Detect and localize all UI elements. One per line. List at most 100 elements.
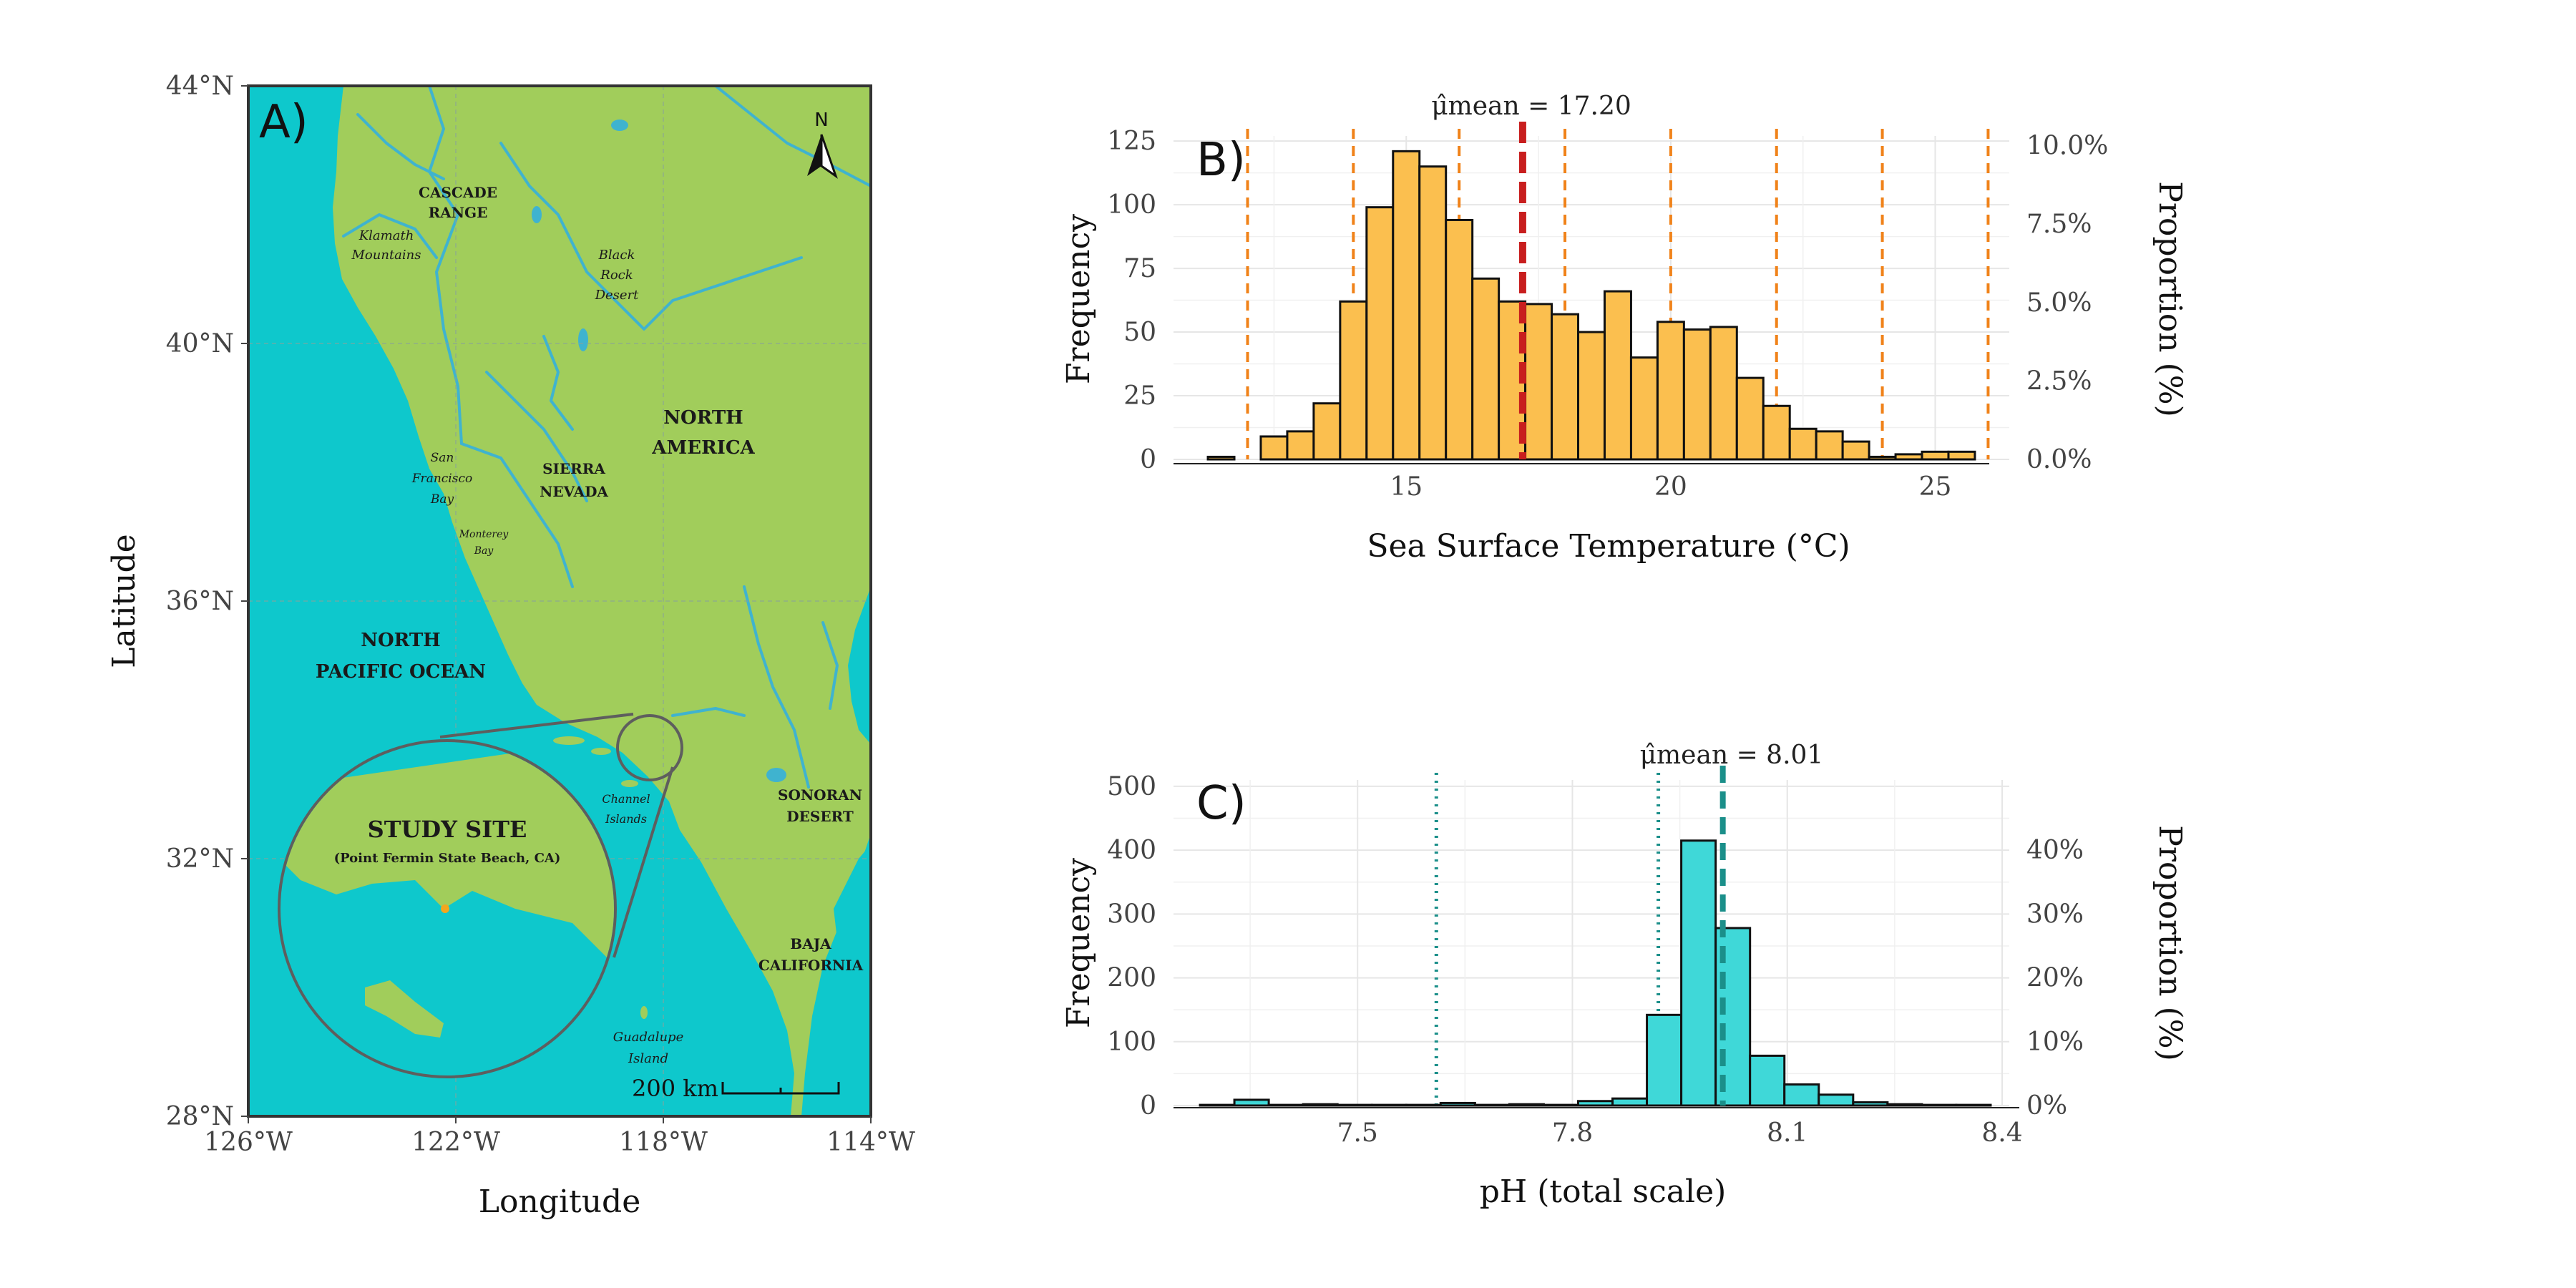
panel-b-right-ticks: 0.0% 2.5% 5.0% 7.5% 10.0% — [2026, 132, 2108, 474]
lake-2 — [532, 206, 542, 223]
c-x-tick: 7.8 — [1552, 1118, 1593, 1148]
c-bar — [1921, 1103, 1958, 1107]
svg-text:200 km: 200 km — [632, 1075, 718, 1102]
map-annotations: CASCADE RANGE Klamath Mountains Black Ro… — [316, 184, 864, 1066]
svg-text:Klamath: Klamath — [358, 228, 414, 243]
c-bar — [1336, 1103, 1373, 1107]
c-bar — [1199, 1103, 1236, 1107]
b-y-tick: 125 — [1107, 127, 1156, 156]
c-bar — [1233, 1098, 1270, 1107]
svg-text:(Point Fermin State Beach, CA): (Point Fermin State Beach, CA) — [334, 851, 561, 866]
c-x-tick: 8.1 — [1767, 1118, 1807, 1148]
b-bar — [1392, 150, 1421, 461]
panel-c-label: C) — [1196, 777, 1246, 830]
c-bar — [1405, 1103, 1442, 1107]
b-bar — [1656, 321, 1685, 461]
panel-c-right-ticks: 0% 10% 20% 30% 40% — [2026, 836, 2084, 1121]
svg-text:CASCADE: CASCADE — [419, 184, 497, 201]
c-right-tick: 20% — [2026, 964, 2084, 993]
b-bar — [1841, 440, 1870, 461]
c-bar — [1576, 1100, 1614, 1107]
c-y-tick: 0 — [1140, 1091, 1156, 1121]
panel-b-x-ticks: 15 20 25 — [1390, 472, 1951, 502]
rivers — [342, 86, 871, 789]
b-bar — [1445, 218, 1474, 461]
svg-text:CALIFORNIA: CALIFORNIA — [758, 957, 864, 974]
panel-b-mean-label: μ̂mean = 17.20 — [1431, 92, 1631, 121]
c-right-tick: 30% — [2026, 899, 2084, 929]
panel-b-bars — [1206, 150, 1976, 461]
b-bar — [1921, 450, 1950, 461]
map-y-tick: 36°N — [166, 587, 234, 616]
map-x-tick: 126°W — [204, 1128, 293, 1157]
b-bar — [1286, 430, 1315, 461]
svg-text:Francisco: Francisco — [411, 472, 472, 486]
map-y-tick: 40°N — [166, 329, 234, 358]
b-bar — [1709, 326, 1738, 461]
c-bar — [1370, 1103, 1407, 1107]
svg-text:Desert: Desert — [595, 288, 640, 303]
inset-zoom-circle — [616, 714, 683, 781]
b-bar — [1206, 455, 1236, 461]
c-y-tick: 200 — [1107, 964, 1156, 993]
lake-4 — [766, 768, 786, 782]
svg-text:N: N — [814, 109, 828, 131]
panel-c-y-ticks: 0 100 200 300 400 500 — [1107, 772, 1156, 1121]
b-bar — [1577, 331, 1606, 461]
b-bar — [1947, 450, 1976, 461]
channel-island-2 — [591, 748, 611, 755]
inset-connector — [439, 713, 674, 958]
svg-text:Islands: Islands — [605, 812, 647, 826]
b-x-tick: 25 — [1919, 472, 1952, 502]
panel-c-ph-histogram: 7.5 7.8 8.1 8.4 0 100 200 300 400 500 0% 10% 20% 30… — [1060, 741, 2188, 1210]
b-bar — [1603, 290, 1632, 461]
map-x-tick: 122°W — [411, 1128, 500, 1157]
map-y-tick: 28°N — [166, 1102, 234, 1131]
b-right-tick: 2.5% — [2026, 366, 2092, 396]
gulf-of-california — [834, 844, 871, 1116]
b-y-tick: 25 — [1123, 381, 1156, 411]
map-y-tick: 44°N — [166, 72, 234, 101]
svg-text:Mountains: Mountains — [351, 248, 421, 263]
svg-text:Island: Island — [628, 1051, 668, 1066]
c-bar — [1749, 1054, 1786, 1107]
b-right-tick: 10.0% — [2026, 132, 2108, 161]
svg-text:Bay: Bay — [474, 545, 494, 557]
scale-bar: 200 km — [632, 1075, 840, 1102]
panel-b-sst-histogram: 15 20 25 0 25 50 75 100 125 0.0% 2.5% 5.0% 7.5% 10.… — [1060, 92, 2188, 565]
c-right-tick: 10% — [2026, 1028, 2084, 1057]
c-bar — [1439, 1101, 1476, 1107]
b-right-tick: 7.5% — [2026, 210, 2092, 239]
svg-text:Black: Black — [598, 248, 635, 263]
panel-c-right-y-label: Proportion (%) — [2152, 825, 2188, 1061]
b-bar — [1682, 328, 1712, 461]
svg-text:Guadalupe: Guadalupe — [613, 1030, 683, 1045]
svg-text:NORTH: NORTH — [361, 630, 440, 651]
b-y-tick: 50 — [1123, 318, 1156, 347]
map-panel: A) N 200 km CASCADE RANGE Klamath Mounta… — [106, 72, 915, 1220]
c-bar — [1646, 1013, 1683, 1107]
map-x-label: Longitude — [479, 1184, 641, 1220]
inset-land — [280, 742, 614, 973]
c-bar — [1783, 1083, 1820, 1107]
b-bar — [1894, 453, 1923, 461]
b-bar — [1551, 313, 1580, 461]
panel-b-y-ticks: 0 25 50 75 100 125 — [1107, 127, 1156, 474]
svg-text:Rock: Rock — [600, 268, 633, 283]
svg-text:Bay: Bay — [430, 492, 454, 507]
panel-c-reference-lines — [1434, 773, 1661, 1106]
svg-text:NORTH: NORTH — [663, 407, 743, 429]
b-bar — [1762, 404, 1791, 461]
b-y-tick: 100 — [1107, 190, 1156, 220]
svg-text:Monterey: Monterey — [459, 529, 509, 540]
panel-c-x-ticks: 7.5 7.8 8.1 8.4 — [1337, 1118, 2023, 1148]
c-y-tick: 500 — [1107, 772, 1156, 801]
map-x-tick: 114°W — [826, 1128, 915, 1157]
c-right-tick: 0% — [2026, 1091, 2067, 1121]
map-y-tick: 32°N — [166, 844, 234, 874]
svg-text:RANGE: RANGE — [429, 204, 488, 221]
lake-3 — [578, 328, 588, 351]
b-bar — [1312, 402, 1342, 461]
panel-c-y-label: Frequency — [1060, 858, 1097, 1028]
